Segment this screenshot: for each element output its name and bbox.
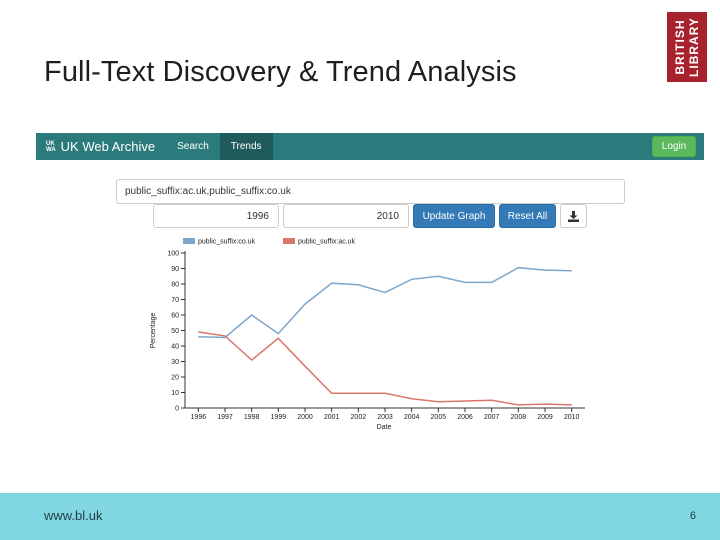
- y-tick-label: 80: [171, 282, 179, 289]
- brand-name: UK Web Archive: [60, 139, 156, 154]
- x-tick-label: 2007: [484, 414, 500, 421]
- y-tick-label: 90: [171, 266, 179, 273]
- x-axis-label: Date: [377, 424, 392, 431]
- x-tick-label: 2008: [511, 414, 527, 421]
- brand-mark-bottom: WA: [46, 146, 56, 153]
- legend-swatch-0: [183, 238, 195, 244]
- brand-mark-top: UK: [46, 140, 55, 147]
- download-icon: [568, 210, 579, 222]
- app-navbar: UK WA UK Web Archive Search Trends Login: [36, 133, 704, 160]
- update-graph-button[interactable]: Update Graph: [413, 204, 495, 228]
- nav-trends[interactable]: Trends: [219, 133, 273, 160]
- download-button[interactable]: [560, 204, 587, 228]
- y-tick-label: 60: [171, 313, 179, 320]
- x-tick-label: 2001: [324, 414, 340, 421]
- y-tick-label: 40: [171, 344, 179, 351]
- brand-home-link[interactable]: UK WA UK Web Archive: [46, 133, 155, 160]
- query-input[interactable]: public_suffix:ac.uk,public_suffix:co.uk: [116, 179, 625, 204]
- x-tick-label: 1999: [271, 414, 287, 421]
- series-line-1: [198, 331, 572, 406]
- y-tick-label: 20: [171, 375, 179, 382]
- x-tick-label: 1997: [217, 414, 233, 421]
- slide-footer: www.bl.uk 6: [0, 493, 720, 540]
- y-tick-label: 50: [171, 328, 179, 335]
- logo-text-library: LIBRARY: [687, 17, 701, 77]
- to-year-input[interactable]: 2010: [283, 204, 409, 228]
- legend-label-0: public_suffix:co.uk: [198, 239, 256, 246]
- y-axis-label: Percentage: [150, 312, 157, 348]
- ukwa-logo-icon: UK WA: [46, 141, 56, 153]
- page-number: 6: [689, 510, 696, 522]
- nav-search[interactable]: Search: [177, 141, 209, 152]
- x-tick-label: 2006: [457, 414, 473, 421]
- x-tick-label: 1998: [244, 414, 260, 421]
- x-tick-label: 2002: [351, 414, 367, 421]
- footer-url: www.bl.uk: [44, 508, 103, 523]
- reset-all-button[interactable]: Reset All: [499, 204, 556, 228]
- x-tick-label: 2000: [297, 414, 313, 421]
- y-tick-label: 10: [171, 390, 179, 397]
- trend-line-chart: 0 10 20 30 40 50 60 70 80 90 100 1996 1997 1998 1999 20…: [150, 238, 585, 431]
- x-tick-label: 2005: [431, 414, 447, 421]
- series-line-0: [198, 266, 572, 339]
- legend-swatch-1: [283, 238, 295, 244]
- y-tick-label: 0: [175, 406, 179, 413]
- logo-text-british: BRITISH: [673, 19, 687, 75]
- y-tick-label: 100: [167, 251, 179, 258]
- slide-title: Full-Text Discovery & Trend Analysis: [44, 56, 517, 88]
- x-tick-label: 2010: [564, 414, 580, 421]
- x-tick-label: 2004: [404, 414, 420, 421]
- x-tick-label: 2009: [537, 414, 553, 421]
- british-library-logo: BRITISH LIBRARY: [667, 12, 707, 82]
- x-tick-label: 2003: [377, 414, 393, 421]
- y-tick-label: 70: [171, 297, 179, 304]
- from-year-input[interactable]: 1996: [153, 204, 279, 228]
- y-tick-label: 30: [171, 359, 179, 366]
- legend-label-1: public_suffix:ac.uk: [298, 239, 356, 246]
- x-tick-label: 1996: [191, 414, 207, 421]
- login-button[interactable]: Login: [652, 136, 696, 157]
